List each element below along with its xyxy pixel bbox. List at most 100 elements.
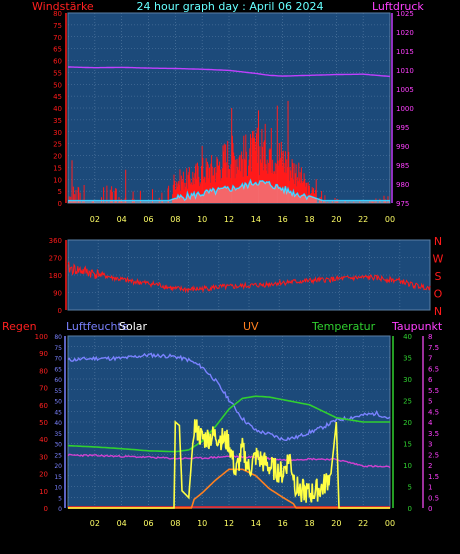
humidity-tick-label: 15 xyxy=(54,474,62,481)
winddir-tick-label: 180 xyxy=(49,272,62,280)
uv-tick-label: 4.5 xyxy=(428,408,439,416)
humidity-tick-label: 50 xyxy=(54,399,62,406)
solar-axis-title: Solar xyxy=(119,320,148,333)
temperature-axis-title: Temperatur xyxy=(311,320,376,333)
uv-tick-label: 7.5 xyxy=(428,344,439,352)
uv-tick-label: 3 xyxy=(428,441,432,449)
temperature-tick-label: 25 xyxy=(403,398,412,406)
rain-tick-label: 80 xyxy=(39,367,48,375)
pressure-tick-label: 1005 xyxy=(396,86,414,94)
humidity-tick-label: 70 xyxy=(54,356,62,363)
pressure-tick-label: 1025 xyxy=(396,10,414,18)
humidity-series xyxy=(67,352,391,441)
rain-tick-label: 100 xyxy=(35,333,48,341)
temperature-tick-label: 35 xyxy=(403,355,412,363)
temperature-tick-label: 15 xyxy=(403,441,412,449)
climate-time-tick: 16 xyxy=(278,519,288,528)
temperature-tick-label: 20 xyxy=(403,419,412,427)
uv-tick-label: 1 xyxy=(428,484,432,492)
pressure-series xyxy=(68,66,391,78)
rain-tick-label: 20 xyxy=(39,471,48,479)
humidity-tick-label: 5 xyxy=(58,495,62,502)
temperature-series xyxy=(67,395,390,453)
humidity-tick-label: 75 xyxy=(54,345,62,352)
winddir-tick-label: 90 xyxy=(53,290,62,298)
wind-tick-label: 75 xyxy=(53,22,62,30)
winddir-tick-label: 0 xyxy=(58,307,62,315)
compass-label: N xyxy=(434,235,442,248)
uv-tick-label: 2.5 xyxy=(428,451,439,459)
wind-axis-title: Windstärke xyxy=(32,0,94,13)
winddir-tick-label: 360 xyxy=(49,237,62,245)
climate-time-tick: 12 xyxy=(224,519,234,528)
humidity-tick-label: 20 xyxy=(54,463,62,470)
pressure-tick-label: 1020 xyxy=(396,29,414,37)
humidity-tick-label: 35 xyxy=(54,431,62,438)
uv-tick-label: 8 xyxy=(428,333,432,341)
wind-tick-label: 35 xyxy=(53,117,62,125)
temperature-tick-label: 30 xyxy=(403,376,412,384)
climate-time-tick: 04 xyxy=(117,519,127,528)
uv-axis-title: UV xyxy=(243,320,259,333)
wind-tick-label: 10 xyxy=(53,176,62,184)
rain-tick-label: 90 xyxy=(39,350,48,358)
wind-time-tick: 10 xyxy=(197,215,207,224)
wind-time-tick: 22 xyxy=(358,215,368,224)
uv-tick-label: 5.5 xyxy=(428,387,439,395)
winddir-series xyxy=(67,260,431,294)
rain-tick-label: 60 xyxy=(39,402,48,410)
rain-tick-label: 0 xyxy=(44,505,48,513)
compass-label: N xyxy=(434,305,442,318)
humidity-tick-label: 80 xyxy=(54,334,62,341)
humidity-tick-label: 60 xyxy=(54,377,62,384)
wind-time-tick: 14 xyxy=(251,215,261,224)
pressure-axis-title: Luftdruck xyxy=(372,0,424,13)
wind-time-tick: 08 xyxy=(170,215,180,224)
compass-label: O xyxy=(434,288,443,301)
uv-tick-label: 6 xyxy=(428,376,433,384)
humidity-tick-label: 65 xyxy=(54,366,62,373)
humidity-tick-label: 40 xyxy=(54,420,62,427)
wind-tick-label: 50 xyxy=(53,81,62,89)
uv-tick-label: 7 xyxy=(428,355,432,363)
wind-tick-label: 70 xyxy=(53,34,62,42)
pressure-tick-label: 1000 xyxy=(396,105,414,113)
chart-title: 24 hour graph day : April 06 2024 xyxy=(137,0,324,13)
pressure-tick-label: 1010 xyxy=(396,67,414,75)
pressure-tick-label: 985 xyxy=(396,162,409,170)
wind-tick-label: 0 xyxy=(58,200,62,208)
climate-time-tick: 20 xyxy=(331,519,341,528)
climate-time-tick: 18 xyxy=(304,519,314,528)
wind-tick-label: 80 xyxy=(53,10,62,18)
avg-wind-series xyxy=(68,178,390,202)
humidity-tick-label: 25 xyxy=(54,452,62,459)
wind-tick-label: 40 xyxy=(53,105,62,113)
uv-tick-label: 1.5 xyxy=(428,473,439,481)
wind-tick-label: 25 xyxy=(53,141,62,149)
wind-time-tick: 18 xyxy=(304,215,314,224)
wind-time-tick: 16 xyxy=(278,215,288,224)
climate-time-tick: 14 xyxy=(251,519,261,528)
wind-tick-label: 30 xyxy=(53,129,62,137)
compass-label: S xyxy=(435,270,442,283)
climate-time-tick: 10 xyxy=(197,519,207,528)
wind-time-tick: 04 xyxy=(117,215,127,224)
climate-time-tick: 02 xyxy=(90,519,100,528)
pressure-tick-label: 980 xyxy=(396,181,409,189)
rain-tick-label: 40 xyxy=(39,436,48,444)
uv-tick-label: 0.5 xyxy=(428,494,439,502)
uv-tick-label: 4 xyxy=(428,419,433,427)
wind-tick-label: 15 xyxy=(53,164,62,172)
chart-layer: 8075706560555045403530252015105010251020… xyxy=(35,10,444,528)
humidity-tick-label: 55 xyxy=(54,388,62,395)
wind-tick-label: 45 xyxy=(53,93,62,101)
wind-time-tick: 06 xyxy=(143,215,153,224)
dewpoint-series xyxy=(67,453,391,469)
wind-time-tick: 20 xyxy=(331,215,341,224)
uv-tick-label: 6.5 xyxy=(428,365,439,373)
uv-tick-label: 3.5 xyxy=(428,430,439,438)
rain-tick-label: 30 xyxy=(39,453,48,461)
temperature-tick-label: 10 xyxy=(403,462,412,470)
pressure-tick-label: 990 xyxy=(396,143,409,151)
